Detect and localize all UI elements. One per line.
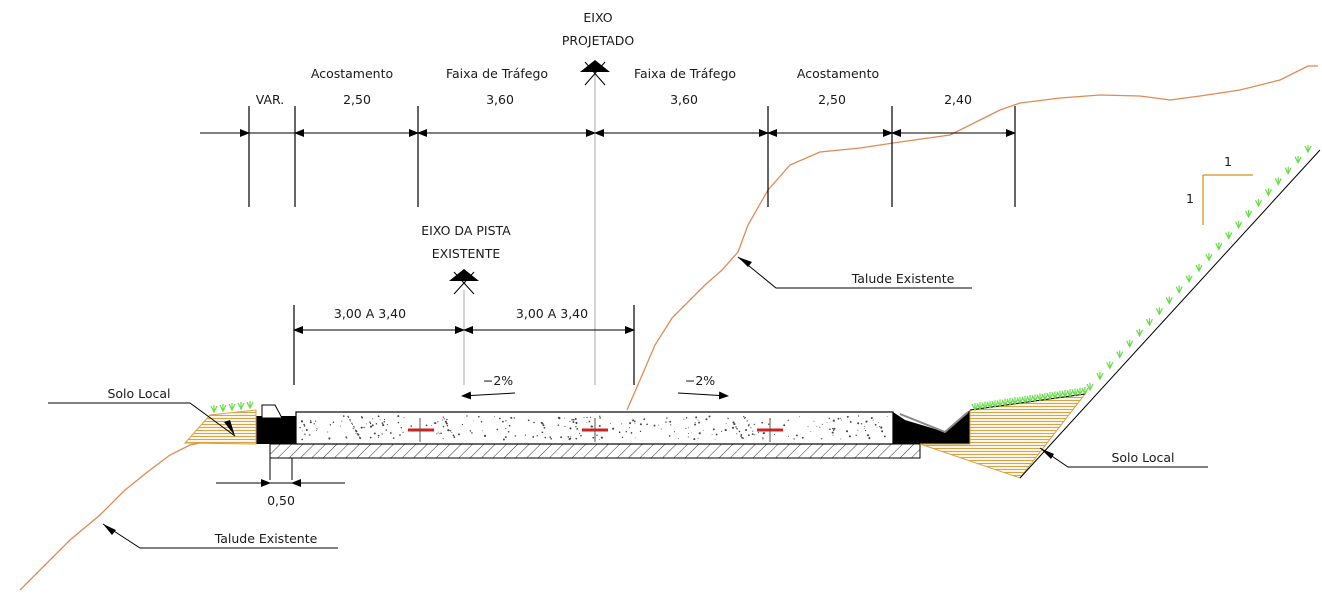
right-ditch <box>893 410 970 444</box>
talude-right-label: Talude Existente <box>851 271 955 286</box>
existing-axis-symbol <box>449 269 479 295</box>
dim-var-label: VAR. <box>256 92 285 107</box>
existing-terrain-left <box>19 439 240 591</box>
faixa-right-label: Faixa de Tráfego <box>634 66 736 81</box>
dim-extra-right-label: 2,40 <box>944 92 972 107</box>
ratio-horizontal-label: 1 <box>1224 154 1232 169</box>
dim-bottom-label: 0,50 <box>267 493 295 508</box>
existing-axis-label-2: EXISTENTE <box>432 246 501 261</box>
projected-axis-label-1: EIXO <box>583 10 612 25</box>
leaders <box>48 256 1208 549</box>
ratio-vertical-label: 1 <box>1186 191 1194 206</box>
solo-local-right-label: Solo Local <box>1111 450 1174 465</box>
acostamento-right-label: Acostamento <box>797 66 879 81</box>
slope-right-label: −2% <box>685 373 715 388</box>
left-curb <box>256 404 296 480</box>
dim-faixa-left-label: 3,60 <box>486 92 514 107</box>
projected-axis-label-2: PROJETADO <box>562 33 634 48</box>
dim-pista-right-label: 3,00 A 3,40 <box>516 306 588 321</box>
dim-acost-left-label: 2,50 <box>343 92 371 107</box>
projected-axis-symbol <box>580 60 610 86</box>
existing-axis-label-1: EIXO DA PISTA <box>421 223 511 238</box>
grass-right <box>971 145 1312 412</box>
faixa-left-label: Faixa de Tráfego <box>446 66 548 81</box>
slope-arrow-left <box>461 391 516 400</box>
top-dimension-line <box>200 106 1016 207</box>
dim-acost-right-label: 2,50 <box>818 92 846 107</box>
right-cut-slope <box>1019 149 1321 479</box>
slope-left-label: −2% <box>483 373 513 388</box>
slope-ratio-symbol <box>1202 174 1253 225</box>
solo-local-left-label: Solo Local <box>107 386 170 401</box>
dim-pista-left-label: 3,00 A 3,40 <box>334 306 406 321</box>
dim-faixa-right-label: 3,60 <box>670 92 698 107</box>
left-soil-fill <box>183 409 257 445</box>
acostamento-left-label: Acostamento <box>311 66 393 81</box>
pavement-section <box>269 411 921 459</box>
pista-dimension-line <box>293 305 635 385</box>
slope-arrow-right <box>677 391 729 400</box>
talude-left-label: Talude Existente <box>214 531 318 546</box>
grass-left <box>210 401 254 414</box>
existing-terrain-right <box>626 65 1318 411</box>
